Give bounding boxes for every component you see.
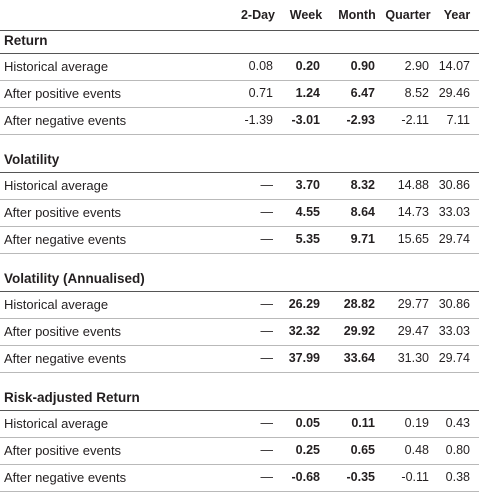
table-row: After positive events — 4.55 8.64 14.73 … bbox=[0, 200, 479, 227]
section-title: Return bbox=[4, 33, 48, 48]
section-divider bbox=[0, 291, 479, 292]
row-label: Historical average bbox=[4, 59, 109, 74]
value-2-day: 0.71 bbox=[248, 86, 273, 100]
value-week: 4.55 bbox=[295, 205, 320, 219]
value-week: -3.01 bbox=[291, 113, 321, 127]
value-year: 0.80 bbox=[445, 443, 470, 457]
table-row: After positive events — 0.25 0.65 0.48 0… bbox=[0, 438, 479, 465]
section-divider bbox=[0, 410, 479, 411]
value-quarter: 0.19 bbox=[404, 416, 429, 430]
column-header-2-day: 2-Day bbox=[240, 8, 276, 22]
value-quarter: 0.48 bbox=[404, 443, 429, 457]
column-header-week: Week bbox=[289, 8, 323, 22]
value-week: 1.24 bbox=[295, 86, 320, 100]
value-month: 33.64 bbox=[343, 351, 375, 365]
section-title: Volatility bbox=[4, 152, 60, 167]
row-label: After positive events bbox=[4, 324, 122, 339]
value-week: 0.25 bbox=[295, 443, 320, 457]
value-quarter: 29.77 bbox=[397, 297, 429, 311]
value-2-day: — bbox=[260, 416, 274, 430]
row-label: After positive events bbox=[4, 205, 122, 220]
table-row: Historical average — 3.70 8.32 14.88 30.… bbox=[0, 173, 479, 200]
row-label: After negative events bbox=[4, 470, 127, 485]
value-month: 0.11 bbox=[351, 416, 375, 430]
row-label: After positive events bbox=[4, 443, 122, 458]
value-quarter: 31.30 bbox=[397, 351, 429, 365]
table-row: Historical average 0.08 0.20 0.90 2.90 1… bbox=[0, 54, 479, 81]
table-row: After negative events — 5.35 9.71 15.65 … bbox=[0, 227, 479, 254]
value-month: 9.71 bbox=[350, 232, 375, 246]
row-label: After negative events bbox=[4, 351, 127, 366]
value-quarter: 15.65 bbox=[397, 232, 429, 246]
value-year: 0.38 bbox=[445, 470, 470, 484]
value-2-day: 0.08 bbox=[248, 59, 273, 73]
value-quarter: 8.52 bbox=[404, 86, 429, 100]
value-week: -0.68 bbox=[291, 470, 321, 484]
value-week: 32.32 bbox=[288, 324, 320, 338]
value-quarter: 2.90 bbox=[404, 59, 429, 73]
value-2-day: — bbox=[260, 324, 274, 338]
value-quarter: 14.88 bbox=[397, 178, 429, 192]
table-row: After positive events — 32.32 29.92 29.4… bbox=[0, 319, 479, 346]
value-month: -0.35 bbox=[346, 470, 376, 484]
section-divider bbox=[0, 30, 479, 31]
table-row: Historical average — 0.05 0.11 0.19 0.43 bbox=[0, 411, 479, 438]
table-row: After negative events — -0.68 -0.35 -0.1… bbox=[0, 465, 479, 492]
value-quarter: -2.11 bbox=[401, 113, 429, 127]
row-label: Historical average bbox=[4, 178, 109, 193]
value-month: 8.64 bbox=[350, 205, 375, 219]
value-year: 0.43 bbox=[445, 416, 470, 430]
value-year: 33.03 bbox=[438, 205, 470, 219]
value-year: 29.46 bbox=[438, 86, 470, 100]
value-quarter: 14.73 bbox=[397, 205, 429, 219]
value-month: -2.93 bbox=[346, 113, 376, 127]
column-header-year: Year bbox=[443, 8, 471, 22]
table-row: After negative events -1.39 -3.01 -2.93 … bbox=[0, 108, 479, 135]
value-year: 14.07 bbox=[438, 59, 470, 73]
table-row: After positive events 0.71 1.24 6.47 8.5… bbox=[0, 81, 479, 108]
value-month: 28.82 bbox=[343, 297, 375, 311]
value-year: 29.74 bbox=[438, 232, 470, 246]
value-2-day: — bbox=[260, 351, 274, 365]
value-week: 0.20 bbox=[295, 59, 320, 73]
value-week: 5.35 bbox=[295, 232, 320, 246]
value-month: 29.92 bbox=[343, 324, 375, 338]
value-week: 0.05 bbox=[295, 416, 320, 430]
column-header-quarter: Quarter bbox=[385, 8, 431, 22]
value-2-day: — bbox=[260, 205, 274, 219]
value-year: 7.11 bbox=[446, 113, 470, 127]
value-month: 8.32 bbox=[350, 178, 375, 192]
table-row: After negative events — 37.99 33.64 31.3… bbox=[0, 346, 479, 373]
value-month: 0.90 bbox=[350, 59, 375, 73]
value-week: 3.70 bbox=[295, 178, 320, 192]
section-divider bbox=[0, 53, 479, 54]
value-year: 30.86 bbox=[438, 297, 470, 311]
value-month: 6.47 bbox=[350, 86, 375, 100]
section-divider bbox=[0, 172, 479, 173]
value-quarter: -0.11 bbox=[401, 470, 429, 484]
value-week: 37.99 bbox=[288, 351, 320, 365]
row-label: After negative events bbox=[4, 113, 127, 128]
value-2-day: — bbox=[260, 178, 274, 192]
row-label: Historical average bbox=[4, 416, 109, 431]
value-month: 0.65 bbox=[350, 443, 375, 457]
value-2-day: — bbox=[260, 443, 274, 457]
column-header-month: Month bbox=[338, 8, 376, 22]
value-2-day: — bbox=[260, 232, 274, 246]
value-week: 26.29 bbox=[288, 297, 320, 311]
row-label: After negative events bbox=[4, 232, 127, 247]
table-row: Historical average — 26.29 28.82 29.77 3… bbox=[0, 292, 479, 319]
value-year: 29.74 bbox=[438, 351, 470, 365]
value-2-day: — bbox=[260, 470, 274, 484]
value-year: 30.86 bbox=[438, 178, 470, 192]
row-label: Historical average bbox=[4, 297, 109, 312]
value-quarter: 29.47 bbox=[397, 324, 429, 338]
value-year: 33.03 bbox=[438, 324, 470, 338]
row-label: After positive events bbox=[4, 86, 122, 101]
value-2-day: — bbox=[260, 297, 274, 311]
section-title: Risk-adjusted Return bbox=[4, 390, 140, 405]
section-title: Volatility (Annualised) bbox=[4, 271, 145, 286]
value-2-day: -1.39 bbox=[244, 113, 274, 127]
